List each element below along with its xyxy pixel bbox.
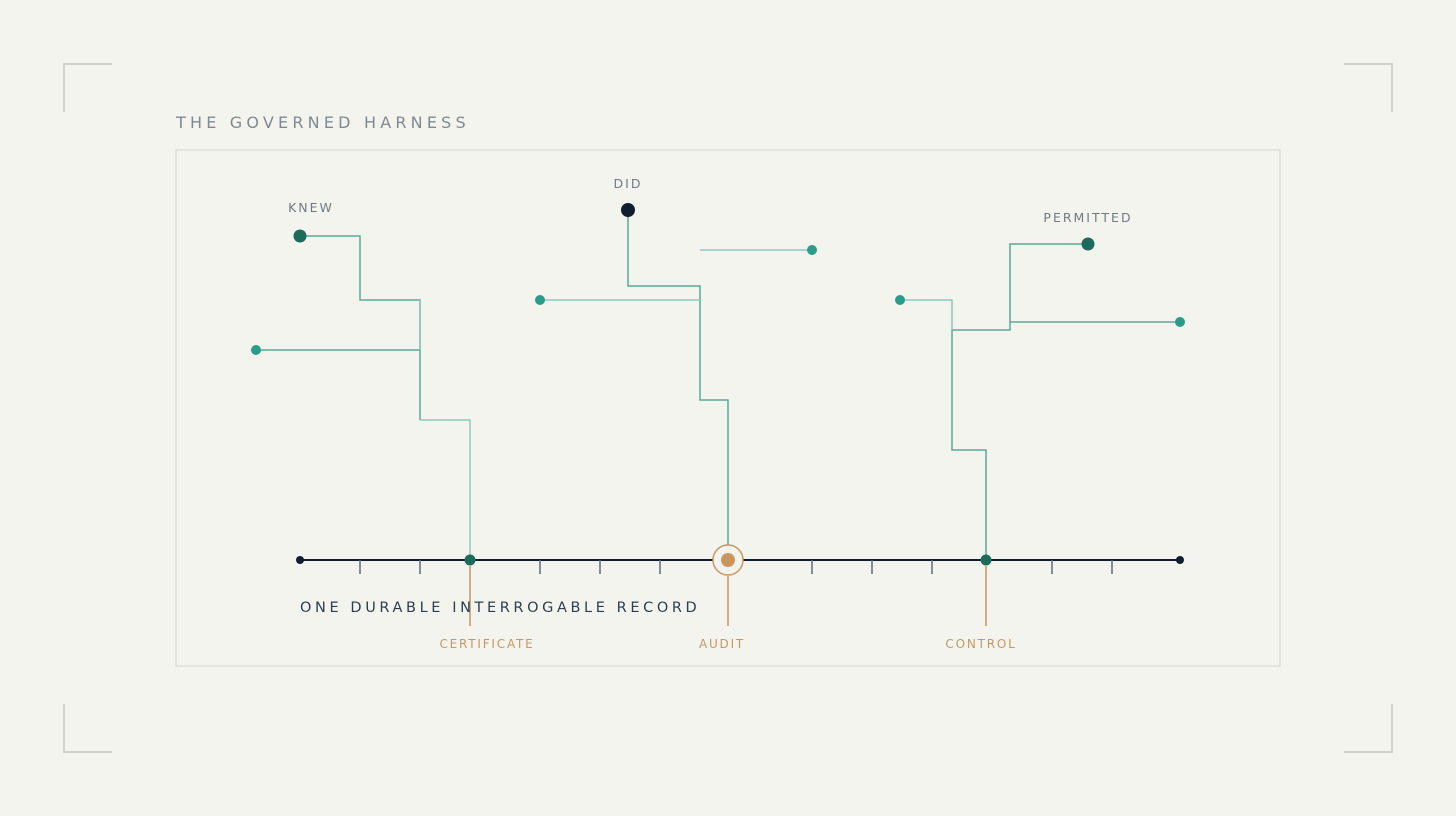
record-spine <box>296 544 1184 576</box>
did-left-input-node <box>535 295 545 305</box>
spine-end-node <box>1176 556 1184 564</box>
spine-ticks <box>359 560 1113 574</box>
corner-bottom-left <box>63 704 112 753</box>
did-right-input-node <box>807 245 817 255</box>
corner-top-left <box>63 63 112 112</box>
control-label: CONTROL <box>945 637 1016 651</box>
knew-main-path <box>300 235 421 420</box>
did-label: DID <box>614 176 643 191</box>
record-label: ONE DURABLE INTERROGABLE RECORD <box>300 600 700 616</box>
permitted-left-input-node <box>895 295 905 305</box>
knew-label: KNEW <box>288 200 334 215</box>
knew-group <box>256 235 471 560</box>
permitted-left-branch-path <box>900 299 953 330</box>
certificate-label: CERTIFICATE <box>439 637 534 651</box>
corner-bottom-right <box>1344 704 1393 753</box>
corner-top-right <box>1344 63 1393 112</box>
did-node <box>621 203 635 217</box>
did-main-path <box>627 210 729 560</box>
knew-node <box>293 229 307 243</box>
corner-brackets <box>63 63 1393 753</box>
permitted-node <box>1081 237 1095 251</box>
audit-junction-node <box>721 553 735 567</box>
knew-input-node <box>251 345 261 355</box>
certificate-junction-node <box>464 554 476 566</box>
spine-start-node <box>296 556 304 564</box>
diagram-frame <box>175 149 1281 667</box>
permitted-main-path <box>952 243 1088 331</box>
output-drops <box>469 566 987 626</box>
page-title: THE GOVERNED HARNESS <box>175 113 470 132</box>
knew-drop-path <box>420 419 471 560</box>
permitted-group <box>900 243 1180 560</box>
permitted-label: PERMITTED <box>1043 210 1132 225</box>
permitted-drop-path <box>951 330 987 560</box>
control-junction-node <box>980 554 992 566</box>
audit-label: AUDIT <box>699 637 745 651</box>
did-group <box>540 210 812 560</box>
permitted-right-input-node <box>1175 317 1185 327</box>
